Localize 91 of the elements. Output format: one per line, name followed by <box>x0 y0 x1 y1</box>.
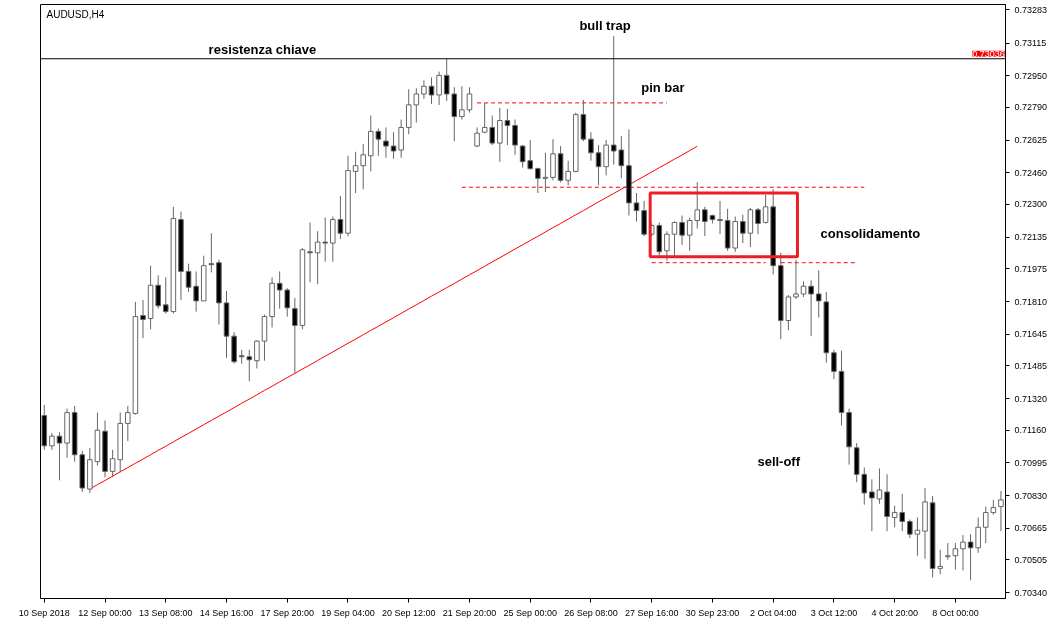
y-tick-label: 0.72625 <box>1014 135 1048 146</box>
candlestick <box>208 232 215 273</box>
candlestick <box>254 339 260 369</box>
candlestick <box>405 88 412 135</box>
candlestick <box>588 131 594 162</box>
candlestick <box>451 86 458 142</box>
candlestick <box>276 270 283 310</box>
y-tick-label: 0.72790 <box>1014 102 1048 113</box>
annotation: consolidamento <box>820 225 921 241</box>
candlestick <box>671 221 678 257</box>
x-tick-label: 27 Sep 16:00 <box>624 607 679 618</box>
x-tick-label: 19 Sep 04:00 <box>321 607 375 618</box>
candlestick <box>185 263 192 293</box>
candlestick <box>352 151 359 194</box>
y-tick-label: 0.71160 <box>1014 425 1047 436</box>
y-tick-label: 0.70830 <box>1014 490 1048 501</box>
y-tick-label: 0.73115 <box>1014 38 1047 49</box>
candlestick <box>428 76 435 105</box>
y-tick-label: 0.73283 <box>1014 4 1048 15</box>
candlestick <box>466 86 473 114</box>
x-tick-label: 17 Sep 20:00 <box>260 607 315 618</box>
x-tick-label: 14 Sep 16:00 <box>199 607 254 618</box>
annotation: bull trap <box>579 17 631 33</box>
y-tick-label: 0.72135 <box>1014 232 1048 243</box>
candlestick <box>193 270 199 313</box>
candlestick <box>998 490 1004 532</box>
candlestick <box>292 297 298 374</box>
candlestick <box>550 138 556 181</box>
x-tick-label: 26 Sep 08:00 <box>564 607 618 618</box>
candlestick <box>861 466 868 506</box>
candlestick <box>512 119 518 156</box>
candlestick <box>755 207 761 235</box>
y-tick-label: 0.71320 <box>1014 393 1048 404</box>
ref-line-label: 0.73036 <box>972 48 1005 59</box>
candlestick <box>641 200 647 237</box>
x-tick-label: 4 Oct 20:00 <box>871 607 918 618</box>
x-tick-label: 13 Sep 08:00 <box>139 607 193 618</box>
candlestick <box>459 85 465 121</box>
x-tick-label: 3 Oct 12:00 <box>810 607 858 618</box>
candlestick <box>284 287 291 318</box>
candlestick <box>831 349 837 380</box>
candlestick <box>633 192 640 223</box>
y-tick-label: 0.70505 <box>1014 554 1048 565</box>
x-tick-label: 10 Sep 2018 <box>18 607 70 618</box>
candlestick <box>421 79 427 100</box>
candlestick <box>413 87 420 124</box>
x-tick-label: 21 Sep 20:00 <box>442 607 497 618</box>
y-tick-label: 0.71810 <box>1014 296 1048 307</box>
candlestick <box>398 119 404 159</box>
candlestick <box>603 139 609 176</box>
candlestick <box>390 131 397 160</box>
candlestick <box>360 143 366 190</box>
annotation: resistenza chiave <box>208 41 317 57</box>
y-tick-label: 0.71975 <box>1014 263 1048 274</box>
candlestick <box>595 144 602 186</box>
candlestick <box>140 299 146 339</box>
candlestick <box>664 230 670 262</box>
x-tick-label: 25 Sep 00:00 <box>503 607 557 618</box>
y-tick-label: 0.72300 <box>1014 199 1048 210</box>
candlestick <box>793 259 799 300</box>
x-tick-label: 20 Sep 12:00 <box>381 607 436 618</box>
annotation: pin bar <box>641 80 685 96</box>
y-tick-label: 0.70665 <box>1014 523 1048 534</box>
chart-title: AUDUSD,H4 <box>46 8 105 20</box>
candlestick <box>246 349 253 382</box>
candlestick <box>702 206 708 237</box>
candlestick <box>960 534 966 571</box>
candlestick <box>383 126 389 159</box>
candlestick <box>869 478 875 532</box>
x-tick-label: 8 Oct 00:00 <box>932 607 979 618</box>
candlestick <box>679 215 685 246</box>
candlestick <box>504 108 511 146</box>
y-tick-label: 0.71485 <box>1014 360 1048 371</box>
y-tick-label: 0.71645 <box>1014 329 1048 340</box>
x-tick-label: 12 Sep 00:00 <box>78 607 132 618</box>
candlestick <box>952 542 959 570</box>
candlestick <box>56 431 63 481</box>
y-tick-label: 0.70995 <box>1014 457 1048 468</box>
candlestick <box>808 279 814 337</box>
candlestick <box>497 107 503 163</box>
candlestick <box>717 200 723 235</box>
candlestick <box>436 71 442 106</box>
candlestick <box>876 467 883 505</box>
y-tick-label: 0.72950 <box>1014 70 1048 81</box>
y-tick-label: 0.72460 <box>1014 167 1048 178</box>
annotation: sell-off <box>757 454 801 470</box>
candlestick <box>815 269 822 319</box>
x-tick-label: 30 Sep 23:00 <box>685 607 740 618</box>
candlestick <box>307 222 313 283</box>
x-tick-label: 2 Oct 04:00 <box>749 607 797 618</box>
y-tick-label: 0.70340 <box>1014 587 1048 598</box>
